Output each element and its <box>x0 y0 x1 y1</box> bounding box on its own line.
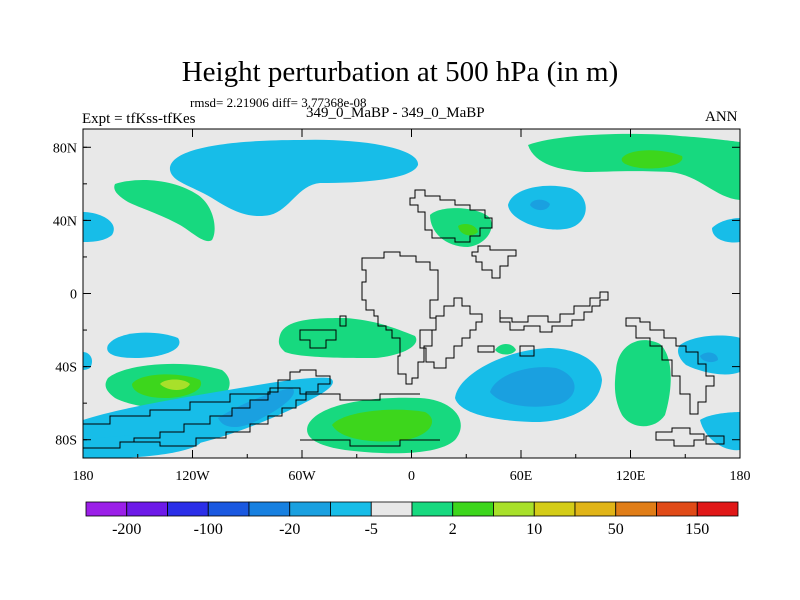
colorbar-label: 50 <box>608 521 624 538</box>
colorbar-label: -200 <box>112 521 141 538</box>
green-region-europe-core <box>458 224 478 236</box>
y-tick-label: 40N <box>53 214 77 229</box>
outline-antarctica-edge <box>83 387 420 425</box>
contour-fills <box>83 133 740 458</box>
outline-antarctica-peninsula <box>83 439 440 449</box>
outline-africa-south <box>419 297 483 369</box>
outline-south-asia <box>499 291 609 333</box>
colorbar-label: -5 <box>365 521 378 538</box>
colorbar-swatch <box>248 501 291 517</box>
outline-central-america <box>299 315 347 349</box>
outline-australia <box>625 317 715 415</box>
colorbar-swatch <box>126 501 168 517</box>
green-region-arctic-atlantic <box>528 133 740 200</box>
colorbar-label: 150 <box>685 521 709 538</box>
colorbar-label: -20 <box>279 521 300 538</box>
stats-line: rmsd= 2.21906 diff= 3.77368e-08 <box>190 95 367 110</box>
outline-indonesia <box>477 345 535 357</box>
green-region-south-atlantic-core <box>332 409 433 442</box>
blue-region-north-pacific <box>169 139 419 217</box>
blue-region-antarctic-edge <box>83 434 202 458</box>
x-tick-label: 0 <box>408 469 415 484</box>
y-tick-label: 40S <box>55 361 77 376</box>
blue-region-drake-passage <box>218 388 294 428</box>
colorbar-swatch <box>411 501 454 517</box>
y-tick-label: 0 <box>70 288 77 303</box>
x-tick-label: 120W <box>175 469 210 484</box>
blue-region-west-pacific <box>83 212 114 242</box>
axis-ticks: 180 120W 60W 0 60E 120E 180 80N 40N 0 40S 80S <box>53 129 751 484</box>
colorbar-swatch <box>207 501 250 517</box>
green-region-australia <box>614 340 671 427</box>
season-label: ANN <box>705 109 738 125</box>
blue-region-eurasia-core <box>530 199 550 211</box>
x-tick-label: 120E <box>616 469 646 484</box>
colorbar-label: 10 <box>526 521 542 538</box>
experiment-label: Expt = tfKss-tfKes <box>82 111 196 127</box>
colorbar-swatch <box>615 501 657 517</box>
outline-new-zealand <box>655 427 725 447</box>
continent-outlines <box>83 189 725 449</box>
colorbar-swatch <box>370 501 413 517</box>
chart-title: Height perturbation at 500 hPa (in m) <box>181 56 619 88</box>
colorbar-swatch <box>167 501 209 517</box>
x-tick-label: 180 <box>730 469 751 484</box>
outline-europe <box>409 189 493 243</box>
colorbar-swatch <box>493 501 535 517</box>
blue-region-south-pacific-small <box>107 332 180 358</box>
colorbar-swatch <box>696 501 739 517</box>
colorbar-swatch <box>452 501 494 517</box>
colorbar-swatch <box>533 501 576 517</box>
green-region-arctic-core <box>621 150 683 169</box>
outline-africa-west <box>361 251 439 385</box>
outline-south-america <box>133 369 331 447</box>
x-tick-label: 60E <box>510 469 533 484</box>
colorbar-swatch <box>574 501 617 517</box>
colorbar-label: -100 <box>194 521 223 538</box>
blue-region-east-pacific-small <box>83 352 93 370</box>
blue-region-south-ross <box>700 412 740 451</box>
colorbar-swatch <box>656 501 698 517</box>
y-tick-label: 80S <box>55 434 77 449</box>
x-tick-label: 180 <box>73 469 94 484</box>
outline-middle-east <box>471 245 517 279</box>
blue-region-indian-ocean-core <box>490 367 575 407</box>
colorbar-swatch <box>289 501 331 517</box>
yellow-region-south-pacific-core <box>160 379 190 390</box>
green-region-north-pacific <box>114 179 215 242</box>
blue-region-east-asia <box>712 218 740 243</box>
y-tick-label: 80N <box>53 141 77 156</box>
colorbar-label: 2 <box>449 521 457 538</box>
colorbar: -200 -100 -20 -5 2 10 50 150 <box>85 501 739 538</box>
x-tick-label: 60W <box>288 469 316 484</box>
blue-region-southwest-pacific-core <box>700 352 718 363</box>
colorbar-swatch <box>330 501 372 517</box>
green-region-africa-small <box>495 344 516 355</box>
colorbar-swatch <box>85 501 128 517</box>
case-label: 349_0_MaBP - 349_0_MaBP <box>306 105 485 121</box>
